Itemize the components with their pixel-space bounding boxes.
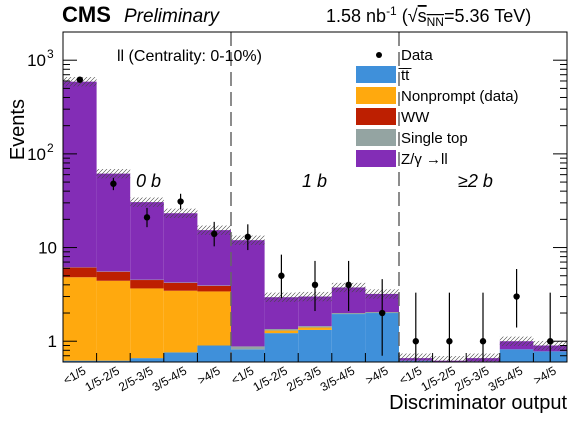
data-point-4	[177, 198, 183, 204]
x-tick-label-7: 1/5-2/5	[251, 363, 291, 394]
sqrt-sign: √	[408, 6, 418, 26]
data-point-5	[211, 231, 217, 237]
x-tick-label-2: 1/5-2/5	[83, 363, 123, 394]
bar-5-7	[265, 297, 299, 329]
legend-swatch-1	[356, 66, 396, 83]
unc-band-4	[164, 209, 198, 218]
legend-label-4: Single top	[401, 130, 468, 147]
bar-3-3	[130, 280, 164, 288]
x-tick-label-10: >4/5	[363, 363, 391, 387]
energy-tail: =5.36 TeV)	[444, 6, 531, 26]
legend-swatch-2	[356, 87, 396, 104]
lumi-value: 1.58 nb	[326, 6, 386, 26]
unc-band-2	[97, 169, 131, 178]
bar-4-6	[231, 346, 265, 349]
unc-band-14	[500, 337, 534, 346]
legend-data-label: Data	[401, 47, 433, 64]
data-point-7	[278, 273, 284, 279]
bar-5-6	[231, 240, 265, 346]
bar-2-1	[63, 277, 97, 360]
lumi-exponent: -1	[386, 4, 397, 18]
legend-label-1: t̅t̅	[398, 67, 412, 84]
legend-label-5: Z/γ →ll	[401, 151, 448, 168]
y-tick-exp-3: 2	[47, 141, 54, 155]
x-axis-title: Discriminator output	[389, 392, 567, 414]
y-tick-label-3: 10	[27, 145, 46, 164]
bar-1-5	[197, 346, 231, 362]
lumi-label: 1.58 nb-1 (√sNN=5.36 TeV)	[326, 4, 531, 29]
legend-swatch-3	[356, 108, 396, 125]
data-point-6	[245, 234, 251, 240]
bar-3-2	[97, 272, 131, 281]
bar-1-3	[130, 358, 164, 362]
x-tick-label-4: 3/5-4/5	[150, 363, 190, 394]
bar-4-9	[332, 313, 366, 314]
legend-label-2: Nonprompt (data)	[401, 88, 519, 105]
bar-1-8	[298, 330, 332, 362]
energy-s: s	[418, 6, 427, 26]
data-point-9	[345, 282, 351, 288]
channel-label: ll (Centrality: 0-10%)	[117, 48, 262, 65]
bar-1-6	[231, 349, 265, 362]
experiment-label: CMS	[62, 2, 111, 27]
bar-3-4	[164, 283, 198, 291]
legend-swatch-5	[356, 150, 396, 167]
x-tick-label-9: 3/5-4/5	[318, 363, 358, 394]
bar-2-2	[97, 281, 131, 361]
bar-1-4	[164, 352, 198, 362]
data-point-13	[480, 338, 486, 344]
region-label-2b: ≥2 b	[458, 171, 493, 191]
legend-swatch-4	[356, 129, 396, 146]
x-tick-label-13: 2/5-3/5	[452, 363, 492, 394]
legend-label-3: WW	[401, 109, 430, 126]
data-point-3	[144, 214, 150, 220]
data-point-15	[547, 338, 553, 344]
y-tick-label-1: 1	[48, 332, 57, 351]
legend-data-marker	[376, 52, 382, 58]
bar-2-5	[197, 291, 231, 345]
y-tick-label-2: 10	[38, 239, 57, 258]
legend: Data t̅t̅ Nonprompt (data) WW Single top Z/γ…	[356, 47, 519, 168]
data-point-14	[513, 293, 519, 299]
status-label: Preliminary	[124, 6, 221, 27]
data-point-11	[413, 338, 419, 344]
bar-4-8	[298, 326, 332, 327]
x-tick-label-12: 1/5-2/5	[419, 363, 459, 394]
unc-band-3	[130, 198, 164, 207]
x-tick-label-15: >4/5	[531, 363, 559, 387]
energy-subscript: NN	[427, 15, 444, 29]
bar-4-7	[265, 329, 299, 331]
x-tick-label-8: 2/5-3/5	[284, 363, 324, 394]
data-point-2	[110, 181, 116, 187]
region-label-0b: 0 b	[136, 171, 161, 191]
data-point-8	[312, 282, 318, 288]
bar-2-3	[130, 288, 164, 358]
data-point-1	[77, 76, 83, 82]
data-point-12	[446, 338, 452, 344]
plot-area	[63, 82, 567, 362]
region-label-1b: 1 b	[302, 171, 327, 191]
y-axis-title: Events	[7, 99, 29, 160]
bar-1-9	[332, 314, 366, 362]
bar-2-8	[298, 328, 332, 330]
bar-5-4	[164, 213, 198, 282]
x-tick-label-3: 2/5-3/5	[116, 363, 156, 394]
bar-1-14	[500, 349, 534, 362]
x-tick-label-5: >4/5	[195, 363, 223, 387]
bar-1-7	[265, 333, 299, 362]
x-tick-label-14: 3/5-4/5	[486, 363, 526, 394]
bar-2-4	[164, 291, 198, 353]
bar-3-5	[197, 286, 231, 292]
data-point-10	[379, 310, 385, 316]
y-tick-exp-4: 3	[47, 47, 54, 61]
y-tick-label-4: 10	[27, 51, 46, 70]
bar-2-7	[265, 331, 299, 334]
